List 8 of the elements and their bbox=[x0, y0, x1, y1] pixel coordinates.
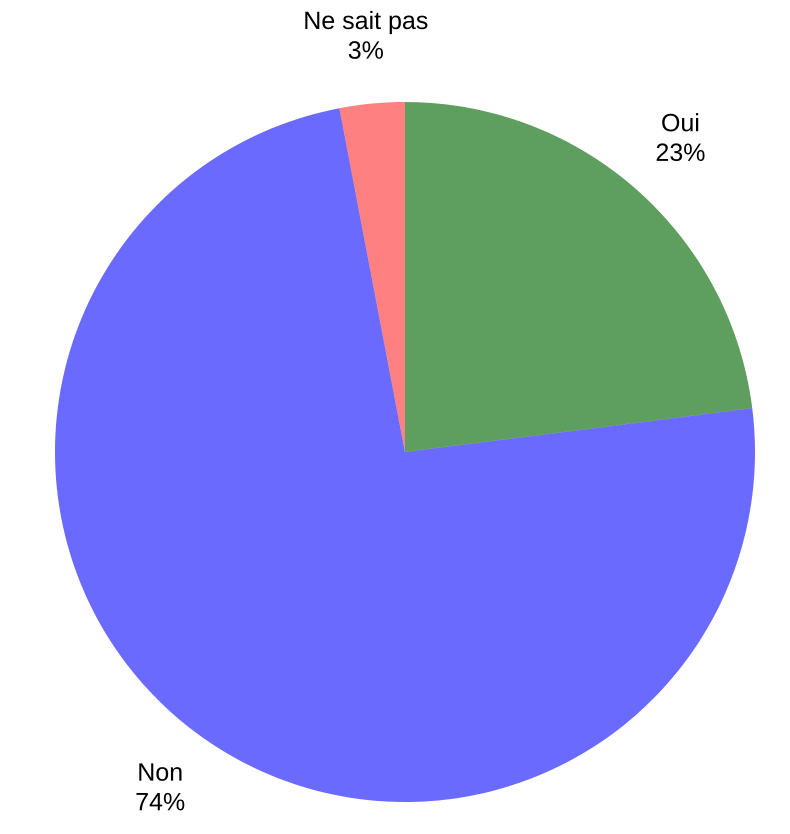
data-label: 74% bbox=[136, 792, 184, 810]
slice-label: Oui bbox=[662, 113, 698, 132]
data-label: 23% bbox=[656, 143, 705, 162]
slice-label: Ne sait pas bbox=[305, 10, 428, 34]
pie-slice bbox=[339, 102, 405, 452]
pie-slice bbox=[405, 102, 752, 452]
data-label: 3% bbox=[348, 41, 383, 59]
slice-label: Non bbox=[139, 763, 182, 781]
